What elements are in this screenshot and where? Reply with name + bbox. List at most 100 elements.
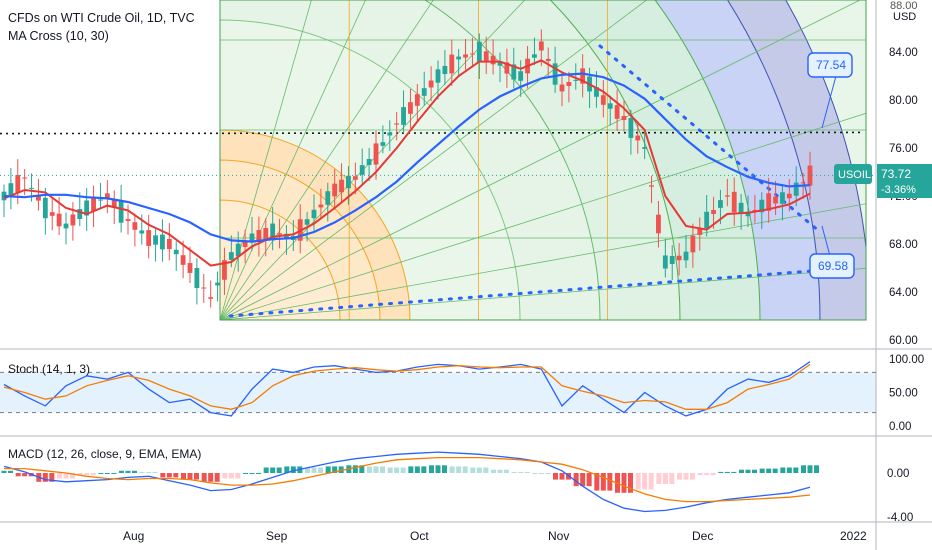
macd-histogram-bar [22,473,28,477]
candle [146,230,152,246]
candle [139,230,145,234]
candle [332,183,338,197]
candle [780,192,785,204]
candle [352,176,358,180]
candle [470,53,475,55]
candle [160,234,165,250]
macd-histogram-bar [249,473,255,474]
macd-histogram-bar [704,473,710,476]
macd-histogram-bar [235,473,241,479]
candle [669,256,675,264]
macd-histogram-bar [104,473,110,474]
macd-histogram-bar [483,467,489,473]
macd-histogram-bar [332,466,338,473]
gann-box-border [219,0,867,321]
candle [759,199,765,213]
macd-histogram-bar [724,471,730,473]
candle [697,229,703,235]
macd-histogram-bar [414,466,420,473]
candle [98,199,103,201]
macd-histogram-bar [373,466,379,473]
candle [456,56,462,60]
candle [518,71,524,81]
candle [215,282,220,286]
macd-histogram-bar [491,469,496,473]
macd-histogram-bar [1,470,7,473]
candle [731,191,737,213]
macd-histogram-bar [772,468,778,473]
candle [270,223,276,241]
macd-histogram-bar [284,466,290,473]
macd-histogram-bar [497,469,503,473]
stoch-band [0,372,876,413]
macd-histogram-bar [580,473,586,487]
candle [91,196,96,212]
macd-histogram-bar [662,473,668,484]
macd-histogram-bar [276,467,282,473]
symbol-tag: USOIL [838,169,871,181]
macd-histogram-bar [222,473,228,479]
macd-histogram-bar [201,473,207,482]
candle [628,118,634,138]
candle [504,62,510,74]
macd-histogram-bar [442,465,447,473]
macd-histogram-bar [628,473,633,493]
macd-histogram-bar [745,469,751,473]
gann-fan-line [220,0,526,320]
candle [414,94,420,106]
last-price: 73.72 [881,167,911,181]
candle [711,210,716,214]
candle [766,193,772,211]
candle [242,241,248,247]
candle [380,142,386,146]
macd-histogram-bar [290,466,296,473]
candle [325,191,331,205]
candle [745,211,751,217]
macd-histogram-bar [710,473,716,476]
macd-histogram-bar [511,471,517,473]
gann-fan-line [220,0,861,320]
candle [318,204,324,208]
macd-histogram-bar [648,473,654,490]
callout-lower-box [809,253,855,279]
candle [49,212,55,216]
candle [132,222,138,230]
macd-histogram-bar [421,466,427,473]
candle [180,255,186,265]
macd-histogram-bar [793,467,799,473]
candle [676,255,682,261]
candle [442,65,448,75]
last-change: -3.36% [881,184,916,196]
macd-histogram-bar [90,473,96,476]
macd-histogram-bar [801,465,806,473]
candle [359,165,365,175]
time-tick: Sep [266,529,288,543]
macd-histogram-bar [690,473,695,480]
candle [84,200,90,216]
candle [222,260,227,280]
price-top-tick: 88.00 [890,0,918,12]
candle [724,195,730,197]
macd-histogram-bar [524,471,530,473]
macd-histogram-bar [594,473,600,491]
candle [111,200,117,208]
candle [15,175,21,193]
macd-histogram-bar [462,466,468,473]
price-tick: 60.00 [889,335,918,347]
candle [476,41,482,63]
macd-histogram-bar [470,467,476,473]
macd-histogram-bar [380,466,385,473]
candle [704,211,710,229]
macd-histogram-bar [228,473,234,479]
price-tick: 64.00 [889,287,918,299]
macd-histogram-bar [359,465,365,473]
support-trendline [228,266,852,318]
candle [421,88,427,96]
signal-line [4,456,811,503]
macd-histogram-bar [325,466,331,473]
price-tick: 80.00 [889,95,918,107]
indicator-label: MA Cross (10, 30) [8,29,109,43]
macd-line [3,451,811,513]
gann-fan-line [220,0,366,320]
